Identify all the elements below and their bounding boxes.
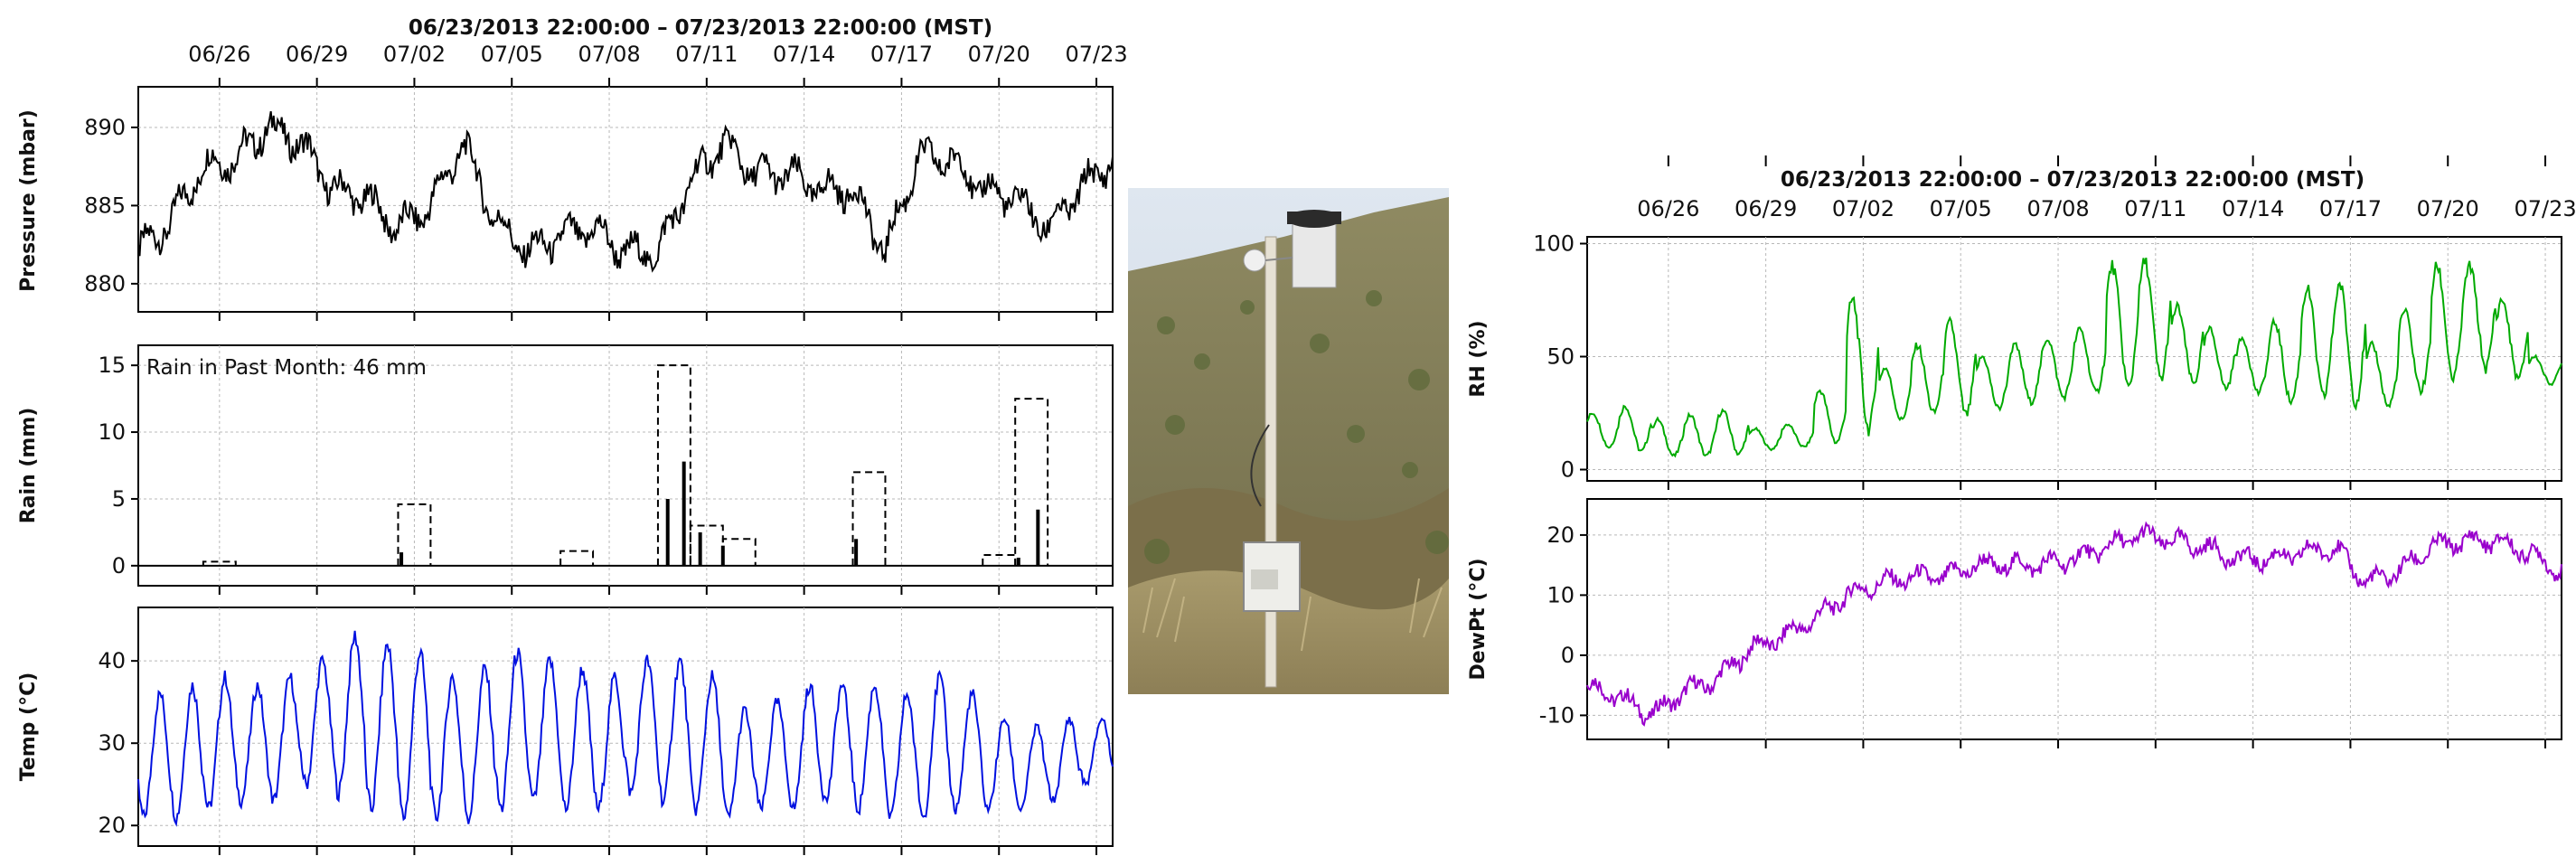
x-tick-label: 06/26 bbox=[188, 42, 250, 67]
left-panel-title: 06/23/2013 22:00:00 – 07/23/2013 22:00:0… bbox=[409, 16, 992, 40]
temp-grid bbox=[138, 607, 1113, 855]
dewpt-plot-frame bbox=[1586, 498, 2562, 740]
right-panel-title: 06/23/2013 22:00:00 – 07/23/2013 22:00:0… bbox=[1781, 168, 2364, 192]
rh-y-ticks: 0 50 100 bbox=[1533, 231, 1587, 483]
y-tick-label: 15 bbox=[98, 353, 126, 378]
rain-y-ticks: 0 5 10 15 bbox=[98, 353, 138, 579]
rain-total-annotation: Rain in Past Month: 46 mm bbox=[146, 356, 427, 380]
weather-station-photo-icon bbox=[1128, 188, 1449, 694]
y-tick-label: 880 bbox=[84, 271, 126, 296]
rh-grid bbox=[1587, 237, 2562, 490]
rain-y-axis-label: Rain (mm) bbox=[17, 408, 40, 524]
x-tick-label: 07/14 bbox=[773, 42, 835, 67]
y-tick-label: 100 bbox=[1533, 231, 1575, 257]
rh-y-axis-label: RH (%) bbox=[1467, 320, 1490, 397]
y-tick-label: 20 bbox=[1547, 522, 1575, 548]
temp-y-axis-label: Temp (°C) bbox=[17, 673, 40, 782]
rain-daily-total-bar bbox=[1014, 398, 1049, 566]
rain-daily-total-bar bbox=[851, 471, 887, 566]
x-tick-label: 07/02 bbox=[1832, 196, 1894, 221]
x-tick-label: 07/17 bbox=[2319, 196, 2382, 221]
x-tick-label: 07/11 bbox=[675, 42, 738, 67]
rh-series-line bbox=[1586, 257, 2562, 458]
x-tick-label: 07/23 bbox=[2514, 196, 2576, 221]
x-tick-label: 07/23 bbox=[1065, 42, 1127, 67]
x-tick-label: 07/08 bbox=[578, 42, 640, 67]
temp-series-line bbox=[137, 630, 1114, 827]
x-tick-label: 07/11 bbox=[2124, 196, 2186, 221]
pressure-y-ticks: 880 885 890 bbox=[84, 115, 138, 296]
y-tick-label: 885 bbox=[84, 193, 126, 218]
pressure-plot-frame bbox=[137, 86, 1114, 313]
x-tick-label: 06/29 bbox=[1735, 196, 1797, 221]
x-tick-label: 07/14 bbox=[2222, 196, 2284, 221]
y-tick-label: 890 bbox=[84, 115, 126, 140]
x-tick-label: 07/17 bbox=[870, 42, 933, 67]
rain-grid bbox=[138, 345, 1113, 595]
x-tick-label: 07/20 bbox=[2417, 196, 2479, 221]
y-tick-label: 10 bbox=[98, 419, 126, 445]
dewpt-y-ticks: -10 0 10 20 bbox=[1539, 522, 1587, 728]
dewpt-y-axis-label: DewPt (°C) bbox=[1467, 558, 1490, 680]
pressure-y-axis-label: Pressure (mbar) bbox=[17, 109, 40, 292]
pressure-series-line bbox=[137, 111, 1114, 273]
rain-marks bbox=[138, 364, 1113, 567]
rain-plot-frame bbox=[137, 344, 1114, 587]
pressure-grid bbox=[138, 87, 1113, 321]
x-tick-label: 07/02 bbox=[383, 42, 446, 67]
rh-plot-frame bbox=[1586, 236, 2562, 482]
y-tick-label: 10 bbox=[1547, 582, 1575, 607]
rain-daily-total-bar bbox=[656, 364, 691, 566]
temp-y-ticks: 20 30 40 bbox=[98, 648, 138, 838]
x-tick-label: 07/08 bbox=[2026, 196, 2089, 221]
x-tick-label: 07/05 bbox=[1930, 196, 1992, 221]
rain-daily-total-bar bbox=[397, 503, 432, 566]
right-top-x-ticks: 06/26 06/29 07/02 07/05 07/08 07/11 07/14 07/17… bbox=[1637, 155, 2576, 221]
x-tick-label: 07/20 bbox=[968, 42, 1030, 67]
right-panel: 06/23/2013 22:00:00 – 07/23/2013 22:00:0… bbox=[1467, 155, 2576, 748]
left-top-x-ticks: 06/26 06/29 07/02 07/05 07/08 07/11 07/14 07/17… bbox=[188, 42, 1128, 87]
rain-daily-total-bar bbox=[202, 560, 237, 566]
dewpt-series-line bbox=[1586, 521, 2562, 727]
y-tick-label: 0 bbox=[1561, 457, 1575, 483]
y-tick-label: 0 bbox=[112, 553, 126, 579]
y-tick-label: 40 bbox=[98, 648, 126, 673]
y-tick-label: 5 bbox=[112, 486, 126, 512]
temp-plot-frame bbox=[137, 607, 1114, 847]
x-tick-label: 06/26 bbox=[1637, 196, 1699, 221]
left-panel: 06/23/2013 22:00:00 – 07/23/2013 22:00:0… bbox=[17, 16, 1128, 855]
y-tick-label: 0 bbox=[1561, 643, 1575, 668]
y-tick-label: 30 bbox=[98, 730, 126, 756]
y-tick-label: 50 bbox=[1547, 344, 1575, 370]
y-tick-label: 20 bbox=[98, 813, 126, 838]
y-tick-label: -10 bbox=[1539, 702, 1575, 728]
x-tick-label: 07/05 bbox=[481, 42, 543, 67]
x-tick-label: 06/29 bbox=[286, 42, 348, 67]
dewpt-grid bbox=[1587, 499, 2562, 748]
